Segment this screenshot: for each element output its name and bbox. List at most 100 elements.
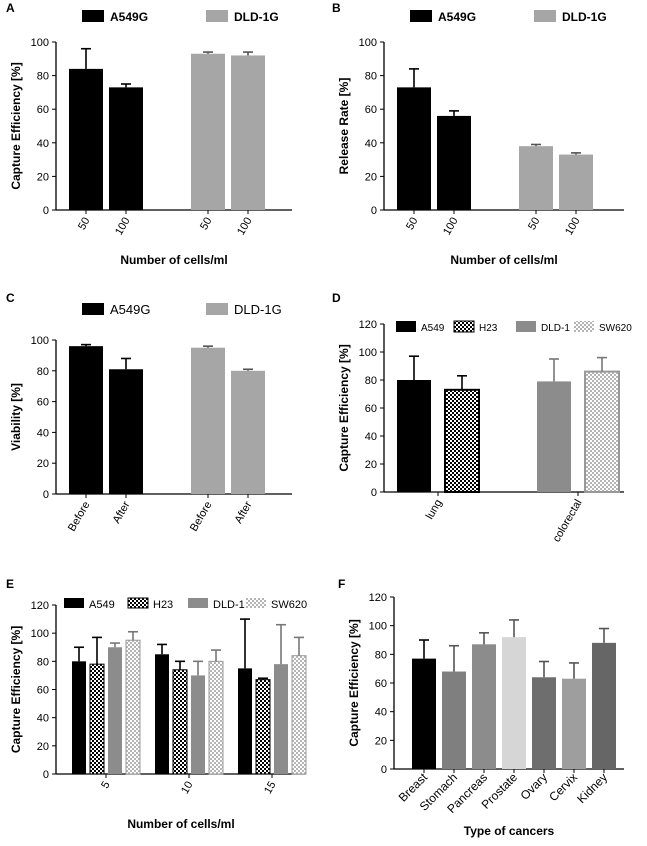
- panel-C: C 0 20 40 60 80 100 Viability [%] Before After Bef…: [6, 291, 292, 534]
- bar: [502, 637, 526, 769]
- legend-swatch: [82, 10, 104, 22]
- y-axis-title: Release Rate [%]: [337, 78, 351, 175]
- y-tick-label: 40: [37, 713, 49, 725]
- y-axis-title: Capture Efficiency [%]: [337, 344, 351, 471]
- panel-F: F 0 20 40 60 80 100 120 Capture Efficiency [%] Ty…: [338, 577, 624, 838]
- bar: [291, 655, 307, 775]
- y-tick-label: 100: [369, 621, 387, 633]
- legend-swatch: [574, 321, 594, 332]
- legend-swatch: [410, 10, 432, 22]
- x-tick-label: 100: [441, 216, 461, 238]
- bar: [89, 663, 105, 775]
- bar: [109, 369, 143, 494]
- legend-swatch: [453, 320, 475, 333]
- y-tick-label: 40: [375, 707, 387, 719]
- legend-swatch: [516, 321, 536, 332]
- y-tick-label: 0: [371, 487, 377, 499]
- bar: [437, 115, 471, 210]
- bar: [592, 642, 616, 769]
- y-tick-label: 60: [37, 104, 49, 116]
- bar: [231, 370, 265, 494]
- legend-swatch: [206, 303, 228, 315]
- x-tick-label: Cervix: [546, 770, 580, 804]
- x-tick-label: 10: [179, 780, 196, 797]
- y-tick-label: 80: [375, 649, 387, 661]
- legend-swatch: [64, 598, 84, 608]
- y-axis-title: Capture Efficiency [%]: [9, 62, 23, 189]
- y-tick-label: 120: [31, 600, 49, 612]
- y-tick-label: 80: [37, 366, 49, 378]
- bar: [191, 347, 225, 494]
- y-tick-label: 20: [365, 171, 377, 183]
- bar: [537, 381, 571, 492]
- y-tick-label: 0: [381, 764, 387, 776]
- panel-A: A 0 20 40 60 80 100 Capture Efficiency [%] Numbe…: [6, 1, 292, 267]
- x-tick-label: 50: [526, 216, 543, 233]
- legend-label: DLD-1G: [562, 10, 607, 24]
- bar: [584, 370, 620, 494]
- legend-label: A549: [89, 599, 115, 611]
- legend-label: DLD-1G: [234, 302, 282, 317]
- bar: [108, 647, 122, 774]
- bar: [444, 388, 480, 493]
- y-tick-label: 20: [365, 459, 377, 471]
- y-tick-label: 20: [37, 458, 49, 470]
- y-tick-label: 120: [359, 319, 377, 331]
- y-tick-label: 40: [37, 427, 49, 439]
- bar: [172, 669, 188, 775]
- bar: [191, 53, 225, 211]
- y-axis-title: Capture Efficiency [%]: [347, 619, 361, 746]
- legend-swatch: [246, 598, 266, 608]
- y-tick-label: 100: [31, 628, 49, 640]
- bar: [238, 668, 252, 774]
- y-tick-label: 40: [37, 138, 49, 150]
- bar: [442, 671, 466, 769]
- y-tick-label: 0: [43, 489, 49, 501]
- panel-letter: E: [6, 577, 14, 591]
- y-tick-label: 120: [369, 592, 387, 604]
- bar: [532, 677, 556, 769]
- legend-label: A549: [421, 323, 445, 334]
- bar: [562, 678, 586, 769]
- legend-label: DLD-1: [541, 323, 570, 334]
- legend-swatch: [82, 303, 104, 315]
- bar: [519, 146, 553, 210]
- panel-E: E 0 20 40 60 80 100 120 Capture Efficiency [%] Nu…: [6, 577, 307, 831]
- x-tick-label: 100: [563, 216, 583, 238]
- x-tick-label: After: [233, 499, 255, 525]
- y-tick-label: 0: [43, 205, 49, 217]
- bar: [231, 55, 265, 210]
- x-tick-label: 50: [404, 216, 421, 233]
- legend-label: SW620: [271, 599, 307, 611]
- bar: [274, 664, 288, 774]
- bar: [412, 658, 436, 769]
- panel-letter: F: [338, 577, 345, 591]
- x-axis-title: Number of cells/ml: [450, 253, 557, 267]
- y-tick-label: 20: [37, 171, 49, 183]
- legend-swatch: [396, 321, 416, 332]
- panel-letter: A: [6, 1, 15, 15]
- y-tick-label: 100: [31, 335, 49, 347]
- bar: [109, 87, 143, 210]
- bar: [72, 661, 86, 774]
- bar: [191, 675, 205, 774]
- bar: [397, 87, 431, 210]
- y-tick-label: 40: [365, 138, 377, 150]
- x-axis-title: Number of cells/ml: [127, 817, 234, 831]
- y-tick-label: 0: [43, 769, 49, 781]
- y-tick-label: 100: [359, 37, 377, 49]
- y-tick-label: 40: [365, 431, 377, 443]
- y-tick-label: 80: [365, 375, 377, 387]
- y-tick-label: 80: [37, 656, 49, 668]
- y-tick-label: 100: [359, 347, 377, 359]
- legend-swatch: [534, 10, 556, 22]
- bar: [125, 639, 141, 775]
- panel-letter: B: [332, 1, 341, 15]
- legend-label: DLD-1: [213, 599, 245, 611]
- x-tick-label: Kidney: [574, 770, 610, 806]
- legend-label: DLD-1G: [234, 10, 279, 24]
- y-tick-label: 60: [37, 685, 49, 697]
- x-axis-title: Number of cells/ml: [120, 253, 227, 267]
- x-axis-title: Type of cancers: [464, 824, 555, 838]
